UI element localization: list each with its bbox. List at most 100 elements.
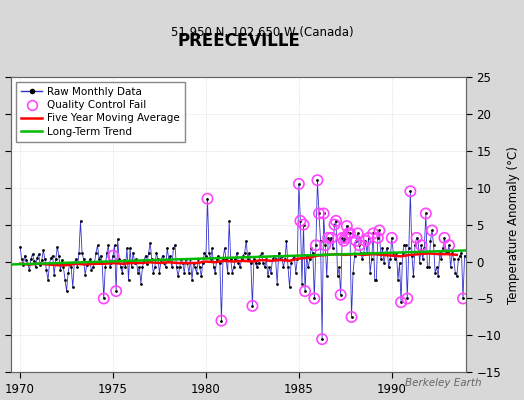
Point <box>127 264 136 271</box>
Point <box>412 235 421 241</box>
Point <box>90 260 99 266</box>
Point <box>294 181 303 187</box>
Point <box>111 242 119 248</box>
Point <box>330 221 339 228</box>
Point <box>119 257 128 263</box>
Point <box>134 270 142 276</box>
Point <box>103 250 111 256</box>
Point <box>352 238 361 244</box>
Point <box>385 264 393 271</box>
Point <box>216 260 224 266</box>
Point <box>338 235 346 241</box>
Point <box>309 250 317 256</box>
Point <box>51 256 60 262</box>
Point <box>305 256 314 262</box>
Point <box>459 295 467 302</box>
Point <box>446 264 455 271</box>
Point <box>332 218 340 224</box>
Point <box>375 227 384 234</box>
Point <box>81 272 90 278</box>
Point <box>333 273 342 280</box>
Point <box>273 280 281 287</box>
Point <box>112 288 121 294</box>
Point <box>355 242 364 248</box>
Point <box>412 235 421 241</box>
Point <box>165 256 173 262</box>
Point <box>324 235 332 241</box>
Point <box>59 264 68 271</box>
Point <box>27 255 35 262</box>
Point <box>344 230 353 237</box>
Point <box>355 242 364 248</box>
Point <box>301 288 309 294</box>
Point <box>301 288 309 294</box>
Point <box>389 250 398 256</box>
Point <box>281 256 289 262</box>
Point <box>116 264 125 271</box>
Point <box>428 227 436 234</box>
Point <box>41 256 49 262</box>
Point <box>80 256 88 262</box>
Point <box>154 256 162 262</box>
Point <box>318 336 326 342</box>
Point <box>247 260 255 266</box>
Point <box>141 252 150 259</box>
Point <box>194 256 202 262</box>
Point <box>372 277 380 283</box>
Point <box>296 218 304 224</box>
Point <box>252 260 260 266</box>
Point <box>320 210 328 217</box>
Point <box>312 242 320 248</box>
Point <box>419 256 427 262</box>
Point <box>461 252 469 259</box>
Point <box>405 245 413 252</box>
Point <box>226 256 235 262</box>
Point <box>330 221 339 228</box>
Point <box>298 280 306 287</box>
Point <box>329 245 337 252</box>
Point <box>69 284 77 291</box>
Point <box>58 257 66 263</box>
Point <box>157 257 165 263</box>
Point <box>338 235 346 241</box>
Point <box>64 270 72 276</box>
Point <box>46 260 54 266</box>
Point <box>66 260 74 267</box>
Point <box>290 252 298 259</box>
Point <box>259 260 267 266</box>
Point <box>454 256 463 262</box>
Point <box>146 240 155 246</box>
Point <box>400 242 408 248</box>
Point <box>211 270 220 276</box>
Point <box>100 295 108 302</box>
Point <box>343 223 351 229</box>
Point <box>316 238 325 244</box>
Point <box>248 303 257 309</box>
Point <box>286 284 294 291</box>
Point <box>270 252 278 259</box>
Point <box>241 250 249 256</box>
Point <box>375 227 384 234</box>
Point <box>282 238 291 244</box>
Point <box>367 256 376 262</box>
Text: Berkeley Earth: Berkeley Earth <box>406 378 482 388</box>
Point <box>422 210 430 217</box>
Point <box>145 250 153 256</box>
Point <box>85 256 94 262</box>
Point <box>222 256 230 262</box>
Point <box>150 264 159 271</box>
Point <box>20 252 29 259</box>
Point <box>284 264 292 271</box>
Point <box>191 264 199 271</box>
Point <box>448 250 456 256</box>
Point <box>431 270 439 276</box>
Title: PREECEVILLE: PREECEVILLE <box>177 32 300 50</box>
Point <box>143 260 151 267</box>
Point <box>340 238 348 244</box>
Point <box>394 277 402 283</box>
Point <box>369 230 377 237</box>
Point <box>214 252 223 259</box>
Point <box>299 221 308 228</box>
Point <box>425 264 433 271</box>
Point <box>351 252 359 259</box>
